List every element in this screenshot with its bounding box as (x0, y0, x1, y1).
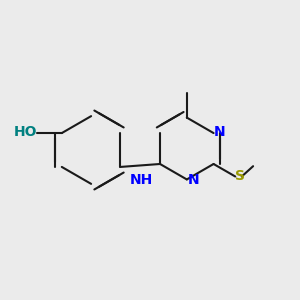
Text: N: N (214, 125, 226, 139)
Text: NH: NH (130, 172, 153, 187)
Text: N: N (188, 173, 199, 187)
Text: HO: HO (14, 125, 37, 140)
Text: S: S (235, 169, 245, 184)
